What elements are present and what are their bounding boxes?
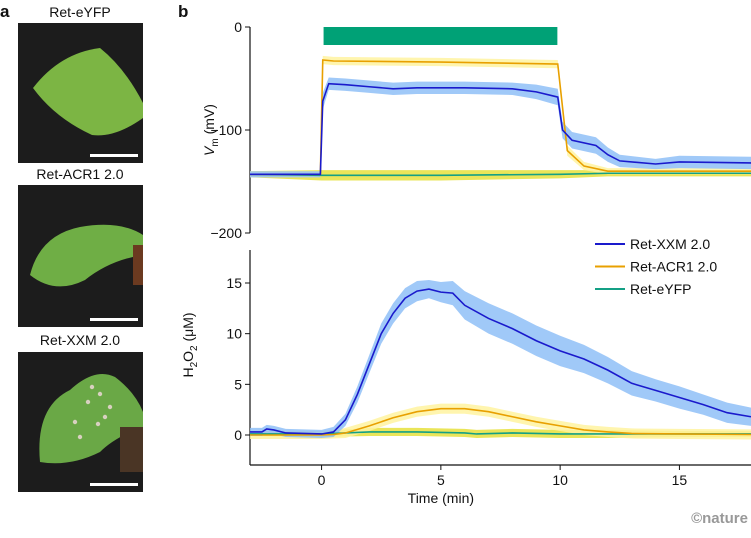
y-tick-label: −200 <box>210 225 242 241</box>
series-line-0 <box>250 288 751 435</box>
legend-label: Ret-XXM 2.0 <box>630 236 710 252</box>
leaf-photos: Ret-eYFP Ret-ACR1 2.0 Ret-XXM 2.0 <box>18 4 143 492</box>
pot-image <box>120 427 143 472</box>
membrane-potential-chart: 0 −100 −200 Vm (mV) <box>201 19 751 241</box>
photo-label: Ret-ACR1 2.0 <box>36 166 123 182</box>
scale-bar <box>90 154 138 157</box>
photo-label: Ret-XXM 2.0 <box>40 332 120 348</box>
pot-image <box>133 245 143 285</box>
series-line-1 <box>250 407 751 436</box>
legend: Ret-XXM 2.0 Ret-ACR1 2.0 Ret-eYFP <box>595 236 717 297</box>
y-tick-label: 0 <box>234 19 242 35</box>
scale-bar <box>90 483 138 486</box>
legend-label: Ret-ACR1 2.0 <box>630 259 717 275</box>
y-tick-label: −100 <box>210 122 242 138</box>
leaf-image <box>30 224 143 287</box>
y-tick-label: 10 <box>226 326 242 342</box>
error-band-0 <box>250 77 751 178</box>
panel-a-label: a <box>0 2 10 21</box>
lesion-spot <box>107 404 113 410</box>
photo-label: Ret-eYFP <box>49 4 110 20</box>
lesion-spot <box>72 419 78 425</box>
error-band-0 <box>250 279 751 439</box>
lesion-spot <box>97 391 103 397</box>
x-axis-label: Time (min) <box>408 490 474 506</box>
h2o2-chart: 0 5 10 15 0 5 10 15 Time (min) H2O2 (μM) <box>180 250 751 506</box>
lesion-spot <box>77 434 83 440</box>
leaf-image <box>33 48 143 136</box>
lesion-spot <box>102 414 108 420</box>
x-tick-label: 5 <box>437 472 445 488</box>
panel-b-label: b <box>178 2 188 21</box>
legend-label: Ret-eYFP <box>630 281 691 297</box>
y-tick-label: 5 <box>234 376 242 392</box>
y-tick-label: 15 <box>226 275 242 291</box>
y-tick-label: 0 <box>234 427 242 443</box>
lesion-spot <box>89 384 95 390</box>
series-line-2 <box>249 172 751 177</box>
scale-bar <box>90 318 138 321</box>
light-stimulus-bar <box>323 27 558 45</box>
lesion-spot <box>95 421 101 427</box>
y-axis-label: H2O2 (μM) <box>180 312 200 377</box>
series-line-0 <box>250 82 751 176</box>
leaf-image <box>39 373 143 464</box>
nature-watermark: ©nature <box>691 510 748 527</box>
x-tick-label: 15 <box>672 472 688 488</box>
x-tick-label: 0 <box>318 472 326 488</box>
y-axis-label: Vm (mV) <box>201 104 221 156</box>
lesion-spot <box>85 399 91 405</box>
error-band-1 <box>250 403 751 440</box>
x-tick-label: 10 <box>552 472 568 488</box>
